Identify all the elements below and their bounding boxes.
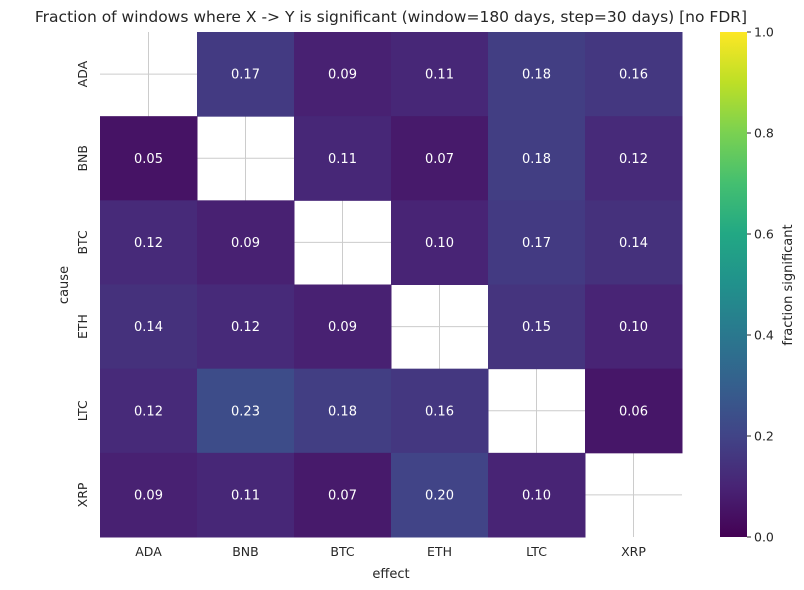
cell-value-label: 0.11 xyxy=(328,152,357,167)
heatmap-cell xyxy=(391,116,489,201)
y-tick-label: ADA xyxy=(75,60,90,87)
cell-value-label: 0.23 xyxy=(231,404,260,419)
heatmap-cell xyxy=(391,200,489,285)
colorbar-tick-label: 0.4 xyxy=(754,328,774,343)
cell-value-label: 0.18 xyxy=(522,152,551,167)
cell-value-label: 0.09 xyxy=(328,320,357,335)
cell-value-label: 0.07 xyxy=(328,488,357,503)
heatmap-cell xyxy=(585,116,683,201)
heatmap-cell xyxy=(391,452,489,538)
heatmap-cells xyxy=(100,32,683,538)
heatmap-cell xyxy=(391,368,489,454)
cell-value-label: 0.16 xyxy=(425,404,454,419)
y-tick-label: BTC xyxy=(75,230,90,254)
heatmap-cell xyxy=(197,452,295,538)
heatmap-cell xyxy=(391,32,489,117)
heatmap-cell xyxy=(488,116,586,201)
cell-value-label: 0.09 xyxy=(134,488,163,503)
x-axis-label: effect xyxy=(372,567,409,582)
colorbar-tick-label: 0.6 xyxy=(754,227,774,242)
cell-value-label: 0.17 xyxy=(522,236,551,251)
cell-value-label: 0.18 xyxy=(522,68,551,83)
cell-value-label: 0.16 xyxy=(619,68,648,83)
x-tick-label: ADA xyxy=(135,544,162,559)
colorbar-label: fraction significant xyxy=(781,224,796,345)
cell-value-label: 0.07 xyxy=(425,152,454,167)
cell-value-label: 0.14 xyxy=(619,236,648,251)
x-tick-label: LTC xyxy=(526,544,547,559)
cell-value-label: 0.15 xyxy=(522,320,551,335)
heatmap-cell xyxy=(294,32,392,117)
x-tick-labels: ADA BNB BTC ETH LTC XRP xyxy=(135,544,646,559)
cell-value-label: 0.14 xyxy=(134,320,163,335)
cell-value-label: 0.12 xyxy=(231,320,260,335)
colorbar-tick-label: 0.2 xyxy=(754,429,774,444)
cell-value-label: 0.05 xyxy=(134,152,163,167)
cell-value-label: 0.10 xyxy=(619,320,648,335)
heatmap-cell xyxy=(100,368,198,454)
heatmap-cell xyxy=(488,452,586,538)
x-tick-label: BTC xyxy=(330,544,354,559)
cell-value-label: 0.09 xyxy=(328,68,357,83)
cell-value-labels: 0.17 0.09 0.11 0.18 0.16 0.05 0.11 0.07 0.18 0.12… xyxy=(134,68,648,504)
heatmap-cell xyxy=(197,368,295,454)
heatmap-cell xyxy=(100,116,198,201)
y-tick-labels: ADA BNB BTC ETH LTC XRP xyxy=(75,60,90,507)
colorbar-ticks: 0.0 0.2 0.4 0.6 0.8 1.0 xyxy=(747,25,774,545)
x-tick-label: XRP xyxy=(621,544,646,559)
heatmap-cell xyxy=(100,284,198,370)
heatmap-cell xyxy=(100,200,198,285)
cell-value-label: 0.11 xyxy=(425,68,454,83)
cell-value-label: 0.12 xyxy=(619,152,648,167)
colorbar-tick-label: 1.0 xyxy=(754,25,774,40)
chart-title: Fraction of windows where X -> Y is sign… xyxy=(35,8,747,26)
heatmap-cell xyxy=(488,200,586,285)
heatmap-cell xyxy=(488,284,586,370)
cell-value-label: 0.18 xyxy=(328,404,357,419)
heatmap-cell xyxy=(100,452,198,538)
heatmap-cell xyxy=(294,368,392,454)
cell-value-label: 0.09 xyxy=(231,236,260,251)
cell-value-label: 0.17 xyxy=(231,68,260,83)
cell-value-label: 0.11 xyxy=(231,488,260,503)
x-tick-label: ETH xyxy=(427,544,452,559)
heatmap-cell xyxy=(294,284,392,370)
y-tick-label: BNB xyxy=(75,145,90,172)
y-tick-label: ETH xyxy=(75,314,90,339)
y-axis-label: cause xyxy=(57,266,72,304)
cell-value-label: 0.12 xyxy=(134,404,163,419)
heatmap-cell xyxy=(197,32,295,117)
cell-value-label: 0.20 xyxy=(425,488,454,503)
heatmap-cell xyxy=(294,116,392,201)
heatmap-cell xyxy=(294,452,392,538)
colorbar-tick-label: 0.0 xyxy=(754,530,774,545)
heatmap-cell xyxy=(197,200,295,285)
colorbar xyxy=(720,32,747,537)
colorbar-tick-label: 0.8 xyxy=(754,126,774,141)
cell-value-label: 0.06 xyxy=(619,404,648,419)
heatmap-cell xyxy=(197,284,295,370)
x-tick-label: BNB xyxy=(232,544,259,559)
heatmap-cell xyxy=(585,284,683,370)
cell-value-label: 0.12 xyxy=(134,236,163,251)
y-tick-label: LTC xyxy=(75,400,90,421)
heatmap-cell xyxy=(585,200,683,285)
heatmap-cell xyxy=(585,368,683,454)
heatmap-cell xyxy=(488,32,586,117)
cell-value-label: 0.10 xyxy=(425,236,454,251)
heatmap-cell xyxy=(585,32,683,117)
cell-value-label: 0.10 xyxy=(522,488,551,503)
y-tick-label: XRP xyxy=(75,482,90,507)
